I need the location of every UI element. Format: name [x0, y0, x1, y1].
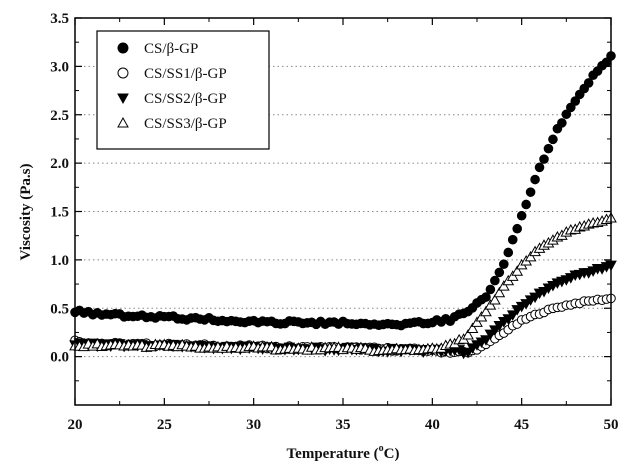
data-point-cs-ss3-beta-gp: [524, 250, 537, 262]
series-cs-ss3-beta-gp: [69, 211, 617, 356]
y-tick-label: 2.0: [50, 156, 69, 172]
data-point-cs-beta-gp: [507, 234, 518, 245]
x-tick-label: 40: [425, 417, 440, 433]
y-tick-label: 1.5: [50, 205, 69, 221]
series-cs-beta-gp: [70, 51, 616, 331]
data-point-cs-ss3-beta-gp: [480, 305, 492, 317]
legend-marker-cs-ss3-beta-gp: [117, 116, 129, 128]
x-axis-title-main: Temperature (: [287, 446, 379, 462]
y-tick-label: 2.5: [50, 108, 69, 124]
x-axis-title-superscript: o: [379, 443, 384, 454]
data-point-cs-beta-gp: [525, 187, 536, 197]
legend: CS/β-GP CS/SS1/β-GP CS/SS2/β-GP CS/SS3/β-GP: [96, 30, 270, 150]
data-point-cs-beta-gp: [570, 96, 581, 106]
legend-label-cs-ss3-beta-gp: CS/SS3/β-GP: [144, 116, 227, 132]
axis-ticks: 0.0 0.5 1.0 1.5 2.0 2.5 3.0 3.5 20 25 30 35 40 45 50: [50, 11, 618, 433]
y-tick-label: 3.5: [50, 11, 69, 27]
data-point-cs-beta-gp: [494, 267, 505, 278]
x-tick-label: 30: [246, 417, 261, 433]
y-tick-label: 0.0: [50, 350, 69, 366]
x-tick-label: 20: [68, 417, 83, 433]
data-point-cs-ss3-beta-gp: [484, 299, 497, 310]
data-point-cs-ss2-beta-gp: [489, 325, 501, 336]
data-point-cs-beta-gp: [566, 102, 576, 113]
data-point-cs-ss3-beta-gp: [475, 310, 488, 322]
legend-marker-cs-ss1-beta-gp: [117, 67, 129, 79]
data-point-cs-beta-gp: [534, 162, 545, 173]
y-axis-title: Viscosity (Pa.s): [18, 164, 34, 261]
data-points: [69, 51, 617, 360]
x-tick-label: 25: [157, 417, 172, 433]
legend-label-cs-beta-gp: CS/β-GP: [144, 41, 198, 57]
y-tick-label: 1.0: [50, 253, 69, 269]
data-point-cs-ss3-beta-gp: [493, 286, 506, 298]
data-point-cs-beta-gp: [530, 174, 540, 185]
x-tick-label: 50: [604, 417, 619, 433]
data-point-cs-ss2-beta-gp: [506, 310, 519, 321]
data-point-cs-ss2-beta-gp: [462, 347, 474, 359]
legend-marker-cs-ss2-beta-gp: [117, 93, 129, 105]
data-point-cs-beta-gp: [557, 118, 567, 128]
data-point-cs-ss3-beta-gp: [462, 329, 474, 340]
data-point-cs-beta-gp: [490, 275, 500, 286]
data-point-cs-beta-gp: [512, 223, 523, 234]
x-tick-label: 45: [514, 417, 529, 433]
x-axis-title-end: C): [384, 446, 400, 462]
data-point-cs-beta-gp: [516, 210, 527, 221]
data-point-cs-beta-gp: [503, 247, 514, 258]
data-point-cs-beta-gp: [499, 259, 509, 269]
y-tick-label: 3.0: [50, 59, 69, 75]
legend-label-cs-ss1-beta-gp: CS/SS1/β-GP: [144, 66, 227, 82]
data-point-cs-beta-gp: [543, 143, 554, 154]
data-point-cs-beta-gp: [548, 134, 558, 145]
data-point-cs-ss3-beta-gp: [471, 316, 483, 327]
data-point-cs-ss2-beta-gp: [480, 335, 492, 346]
data-point-cs-ss3-beta-gp: [497, 280, 510, 291]
data-point-cs-beta-gp: [583, 78, 594, 88]
data-point-cs-beta-gp: [521, 199, 531, 210]
data-point-cs-beta-gp: [539, 154, 549, 164]
data-point-cs-ss3-beta-gp: [511, 265, 524, 276]
data-point-cs-beta-gp: [561, 109, 572, 120]
x-axis-title: Temperature (oC): [287, 443, 400, 462]
data-point-cs-ss3-beta-gp: [466, 322, 479, 334]
x-tick-label: 35: [336, 417, 351, 433]
data-point-cs-ss3-beta-gp: [506, 270, 519, 281]
data-point-cs-beta-gp: [481, 292, 491, 302]
data-point-cs-beta-gp: [485, 284, 496, 295]
y-tick-label: 0.5: [50, 301, 69, 317]
legend-label-cs-ss2-beta-gp: CS/SS2/β-GP: [144, 91, 227, 107]
legend-marker-cs-beta-gp: [117, 42, 129, 54]
data-point-cs-ss3-beta-gp: [489, 293, 501, 305]
